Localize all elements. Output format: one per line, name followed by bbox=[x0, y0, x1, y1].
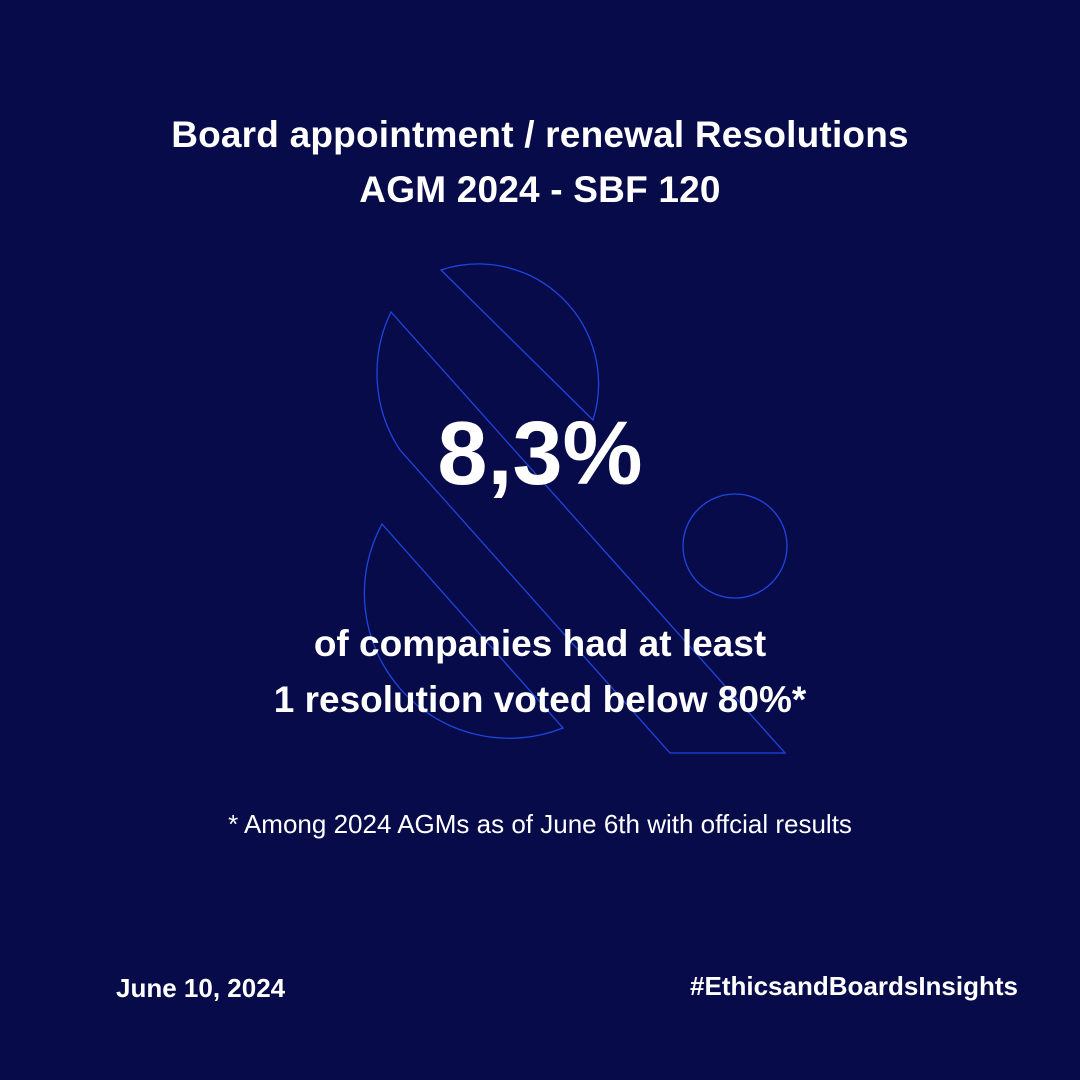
page-title-line-2: AGM 2024 - SBF 120 bbox=[359, 169, 721, 210]
statistic-description-line-2: 1 resolution voted below 80%* bbox=[273, 679, 807, 720]
publication-date: June 10, 2024 bbox=[116, 973, 286, 1003]
page-title-line-1: Board appointment / renewal Resolutions bbox=[171, 114, 909, 155]
diagonal-band-outline bbox=[376, 310, 787, 754]
footnote: * Among 2024 AGMs as of June 6th with of… bbox=[228, 809, 852, 839]
small-circle-outline bbox=[682, 493, 788, 599]
statistic-description-line-1: of companies had at least bbox=[313, 623, 767, 664]
lower-half-circle-outline bbox=[363, 522, 565, 739]
key-statistic: 8,3% bbox=[437, 404, 643, 504]
hashtag: #EthicsandBoardsInsights bbox=[690, 971, 1018, 1001]
upper-half-circle-outline bbox=[439, 263, 600, 422]
